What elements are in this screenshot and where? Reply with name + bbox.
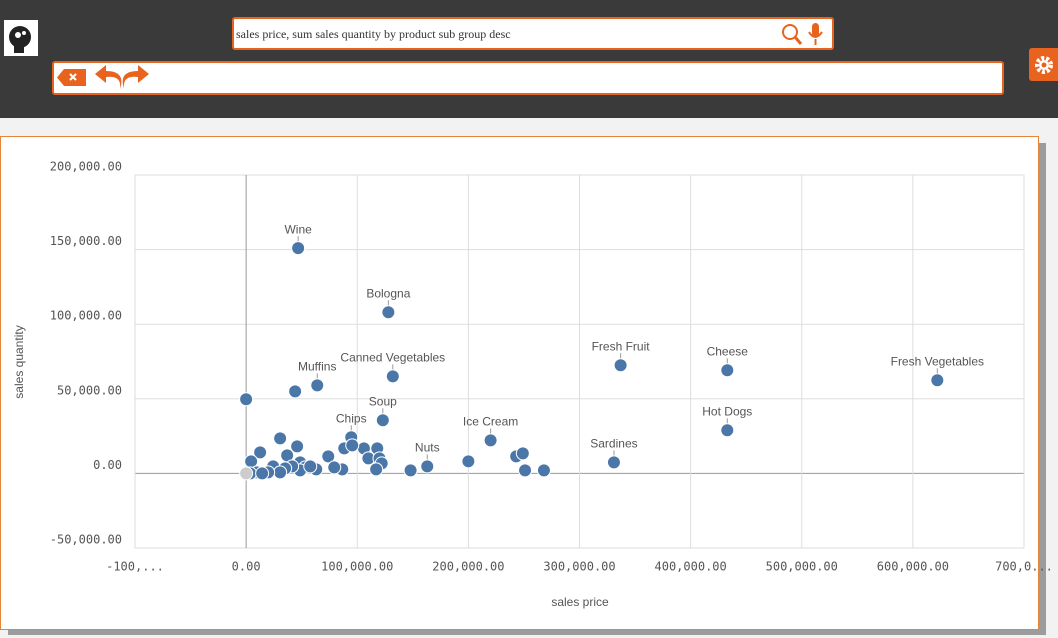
point bbox=[344, 430, 359, 445]
search-icons[interactable] bbox=[780, 21, 830, 47]
y-tick-label: 50,000.00 bbox=[57, 383, 122, 397]
point bbox=[930, 373, 945, 388]
x-tick-label: 100,000.00 bbox=[321, 560, 393, 574]
point bbox=[385, 369, 400, 384]
point bbox=[293, 463, 308, 478]
point-label: Bologna bbox=[366, 286, 410, 300]
point bbox=[288, 384, 303, 399]
point bbox=[244, 454, 259, 469]
point-label: Fresh Vegetables bbox=[891, 354, 984, 368]
point bbox=[536, 463, 551, 478]
point bbox=[720, 423, 735, 438]
point bbox=[372, 451, 387, 466]
y-tick-label: 100,000.00 bbox=[50, 309, 122, 323]
y-tick-label: 0.00 bbox=[93, 458, 122, 472]
point-label: Sardines bbox=[590, 437, 637, 451]
x-tick-label: 700,0... bbox=[995, 560, 1053, 574]
chart-panel bbox=[0, 136, 1039, 630]
toolbar-icons[interactable] bbox=[56, 65, 156, 93]
x-tick-label: 200,000.00 bbox=[432, 560, 504, 574]
x-tick-label: 500,000.00 bbox=[766, 560, 838, 574]
point bbox=[374, 456, 389, 471]
y-tick-label: -50,000.00 bbox=[50, 533, 122, 547]
point-label: Canned Vegetables bbox=[340, 351, 445, 365]
point bbox=[250, 465, 265, 480]
point bbox=[255, 466, 270, 481]
x-axis-label: sales price bbox=[551, 595, 609, 609]
point bbox=[266, 459, 281, 474]
point bbox=[420, 459, 435, 474]
point-label: Nuts bbox=[415, 441, 440, 455]
point-label: Fresh Fruit bbox=[592, 339, 651, 353]
point bbox=[293, 455, 308, 470]
point bbox=[403, 463, 418, 478]
point-label: Muffins bbox=[298, 360, 336, 374]
point bbox=[290, 439, 305, 454]
point bbox=[291, 241, 306, 256]
point bbox=[239, 392, 254, 407]
point bbox=[327, 460, 342, 475]
point bbox=[243, 466, 258, 481]
x-tick-label: 0.00 bbox=[232, 560, 261, 574]
search-text: sales price, sum sales quantity by produ… bbox=[236, 27, 511, 41]
point bbox=[518, 463, 533, 478]
point bbox=[280, 448, 295, 463]
point bbox=[483, 433, 498, 448]
point bbox=[261, 465, 276, 480]
point bbox=[381, 305, 396, 320]
point-label: Chips bbox=[336, 411, 367, 425]
point bbox=[375, 413, 390, 428]
point bbox=[509, 449, 524, 464]
point bbox=[285, 459, 300, 474]
point bbox=[720, 363, 735, 378]
plot-area bbox=[134, 174, 1025, 549]
point bbox=[298, 460, 313, 475]
point-label: Ice Cream bbox=[463, 415, 518, 429]
point bbox=[369, 462, 384, 477]
point bbox=[303, 459, 318, 474]
search-box[interactable]: sales price, sum sales quantity by produ… bbox=[232, 17, 834, 50]
y-tick-label: 150,000.00 bbox=[50, 234, 122, 248]
point bbox=[370, 441, 385, 456]
point bbox=[273, 431, 288, 446]
point bbox=[278, 461, 293, 476]
point bbox=[613, 358, 628, 373]
point bbox=[356, 441, 371, 456]
selection-bar bbox=[52, 61, 1004, 95]
x-tick-label: 300,000.00 bbox=[543, 560, 615, 574]
point bbox=[337, 441, 352, 456]
x-tick-label: 600,000.00 bbox=[877, 560, 949, 574]
point bbox=[239, 466, 254, 481]
point bbox=[273, 465, 288, 480]
settings-button[interactable] bbox=[1029, 48, 1058, 81]
header: sales price, sum sales quantity by produ… bbox=[0, 0, 1058, 118]
panel-shadow bbox=[8, 143, 1046, 635]
point bbox=[253, 445, 268, 460]
point bbox=[335, 462, 350, 477]
point-label: Hot Dogs bbox=[702, 404, 752, 418]
point bbox=[309, 462, 324, 477]
y-tick-label: 200,000.00 bbox=[50, 160, 122, 174]
logo[interactable] bbox=[4, 20, 38, 56]
point-label: Wine bbox=[284, 222, 312, 236]
point bbox=[310, 378, 325, 393]
point bbox=[345, 438, 360, 453]
x-tick-label: 400,000.00 bbox=[655, 560, 727, 574]
point bbox=[461, 454, 476, 469]
point bbox=[606, 455, 621, 470]
y-axis-label: sales quantity bbox=[12, 325, 26, 398]
point bbox=[361, 451, 376, 466]
point bbox=[515, 446, 530, 461]
x-tick-label: -100,... bbox=[106, 560, 164, 574]
point-label: Cheese bbox=[707, 344, 749, 358]
point-label: Soup bbox=[369, 394, 397, 408]
point bbox=[321, 449, 336, 464]
